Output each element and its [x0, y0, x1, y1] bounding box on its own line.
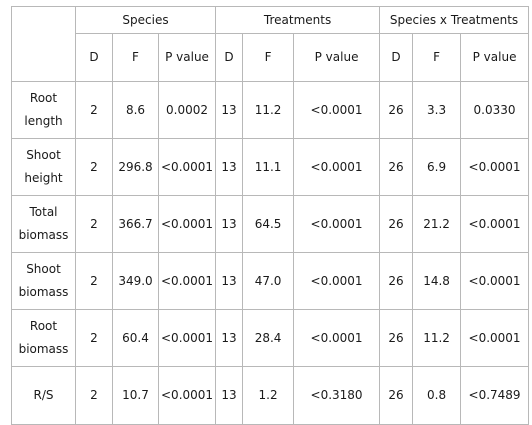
- cell-treatments-f: 28.4: [242, 309, 295, 367]
- cell-species-f: 10.7: [112, 366, 159, 425]
- cell-species-p-value: <0.0001: [157, 252, 217, 310]
- cell-species-d: 2: [75, 81, 113, 139]
- cell-interaction-d: 26: [379, 252, 414, 310]
- cell-treatments-d: 13: [215, 195, 244, 253]
- group-header-treatments: Treatments: [215, 6, 381, 34]
- table-row: R/S 2 10.7 <0.0001 13 1.2 <0.3180 26 0.8 <0.7489: [11, 366, 530, 425]
- row-label: R/S: [11, 366, 76, 425]
- cell-species-d: 2: [75, 252, 113, 310]
- cell-treatments-p-value: <0.3180: [293, 366, 381, 425]
- cell-interaction-p-value: <0.7489: [460, 366, 530, 425]
- cell-treatments-f: 47.0: [242, 252, 295, 310]
- cell-species-d: 2: [75, 195, 113, 253]
- cell-treatments-d: 13: [215, 252, 244, 310]
- table-body: Root length 2 8.6 0.0002 13 11.2 <0.0001 26 3.3 0.…: [11, 81, 530, 425]
- cell-species-p-value: <0.0001: [157, 138, 217, 196]
- cell-interaction-f: 3.3: [412, 81, 462, 139]
- cell-species-d: 2: [75, 366, 113, 425]
- row-label-line1: R/S: [33, 388, 54, 402]
- cell-treatments-p-value: <0.0001: [293, 81, 381, 139]
- cell-species-d: 2: [75, 138, 113, 196]
- subheader-d: D: [379, 33, 414, 82]
- row-label-line1: Shoot: [26, 148, 61, 162]
- group-header-species: Species: [74, 6, 217, 34]
- cell-interaction-p-value: <0.0001: [460, 195, 530, 253]
- subheader-d: D: [75, 33, 113, 82]
- subheader-f: F: [412, 33, 462, 82]
- cell-species-f: 296.8: [112, 138, 159, 196]
- cell-treatments-f: 11.2: [242, 81, 295, 139]
- subheader-p-value: P value: [157, 33, 217, 82]
- cell-interaction-f: 14.8: [412, 252, 462, 310]
- cell-treatments-p-value: <0.0001: [293, 138, 381, 196]
- table-row: Total biomass 2 366.7 <0.0001 13 64.5 <0.0001 26…: [11, 195, 530, 253]
- cell-species-d: 2: [75, 309, 113, 367]
- row-label-line2: biomass: [18, 228, 69, 242]
- cell-interaction-f: 11.2: [412, 309, 462, 367]
- cell-species-p-value: <0.0001: [157, 309, 217, 367]
- row-label-line1: Shoot: [26, 262, 61, 276]
- cell-treatments-p-value: <0.0001: [293, 252, 381, 310]
- row-label-line2: biomass: [18, 342, 69, 356]
- subheader-p-value: P value: [460, 33, 530, 82]
- cell-interaction-f: 0.8: [412, 366, 462, 425]
- cell-species-f: 349.0: [112, 252, 159, 310]
- row-label: Root length: [11, 81, 76, 139]
- cell-interaction-p-value: <0.0001: [460, 252, 530, 310]
- cell-interaction-p-value: 0.0330: [460, 81, 530, 139]
- cell-interaction-p-value: <0.0001: [460, 138, 530, 196]
- group-header-interaction: Species x Treatments: [379, 6, 530, 34]
- cell-treatments-f: 64.5: [242, 195, 295, 253]
- row-label: Shoot biomass: [11, 252, 76, 310]
- subheader-f: F: [242, 33, 295, 82]
- row-label-line2: biomass: [18, 285, 69, 299]
- subheader-f: F: [112, 33, 159, 82]
- anova-table: Species Treatments Species x Treatments …: [11, 6, 530, 425]
- row-label: Root biomass: [11, 309, 76, 367]
- anova-table-container: Species Treatments Species x Treatments …: [11, 6, 530, 425]
- cell-treatments-f: 11.1: [242, 138, 295, 196]
- cell-interaction-f: 21.2: [412, 195, 462, 253]
- table-row: Shoot biomass 2 349.0 <0.0001 13 47.0 <0.0001 26…: [11, 252, 530, 310]
- table-row: Root biomass 2 60.4 <0.0001 13 28.4 <0.0001 26 11…: [11, 309, 530, 367]
- cell-species-p-value: <0.0001: [157, 195, 217, 253]
- cell-interaction-d: 26: [379, 138, 414, 196]
- cell-interaction-d: 26: [379, 366, 414, 425]
- cell-treatments-d: 13: [215, 138, 244, 196]
- cell-treatments-d: 13: [215, 81, 244, 139]
- table-row: Shoot height 2 296.8 <0.0001 13 11.1 <0.0001 26 6…: [11, 138, 530, 196]
- row-label: Total biomass: [11, 195, 76, 253]
- cell-species-f: 8.6: [112, 81, 159, 139]
- cell-interaction-p-value: <0.0001: [460, 309, 530, 367]
- cell-interaction-d: 26: [379, 81, 414, 139]
- cell-species-p-value: 0.0002: [157, 81, 217, 139]
- subheader-p-value: P value: [293, 33, 381, 82]
- cell-interaction-d: 26: [379, 195, 414, 253]
- corner-cell: [11, 6, 76, 82]
- cell-treatments-d: 13: [215, 309, 244, 367]
- subheader-d: D: [215, 33, 244, 82]
- row-label-line1: Root: [29, 91, 58, 105]
- row-label-line1: Root: [29, 319, 58, 333]
- row-label-line1: Total: [29, 205, 58, 219]
- table-row: Root length 2 8.6 0.0002 13 11.2 <0.0001 26 3.3 0.…: [11, 81, 530, 139]
- cell-treatments-p-value: <0.0001: [293, 195, 381, 253]
- row-label: Shoot height: [11, 138, 76, 196]
- cell-treatments-f: 1.2: [242, 366, 295, 425]
- cell-species-f: 366.7: [112, 195, 159, 253]
- cell-species-f: 60.4: [112, 309, 159, 367]
- cell-treatments-d: 13: [215, 366, 244, 425]
- cell-interaction-f: 6.9: [412, 138, 462, 196]
- cell-species-p-value: <0.0001: [157, 366, 217, 425]
- cell-treatments-p-value: <0.0001: [293, 309, 381, 367]
- cell-interaction-d: 26: [379, 309, 414, 367]
- row-label-line2: length: [24, 114, 63, 128]
- row-label-line2: height: [24, 171, 63, 185]
